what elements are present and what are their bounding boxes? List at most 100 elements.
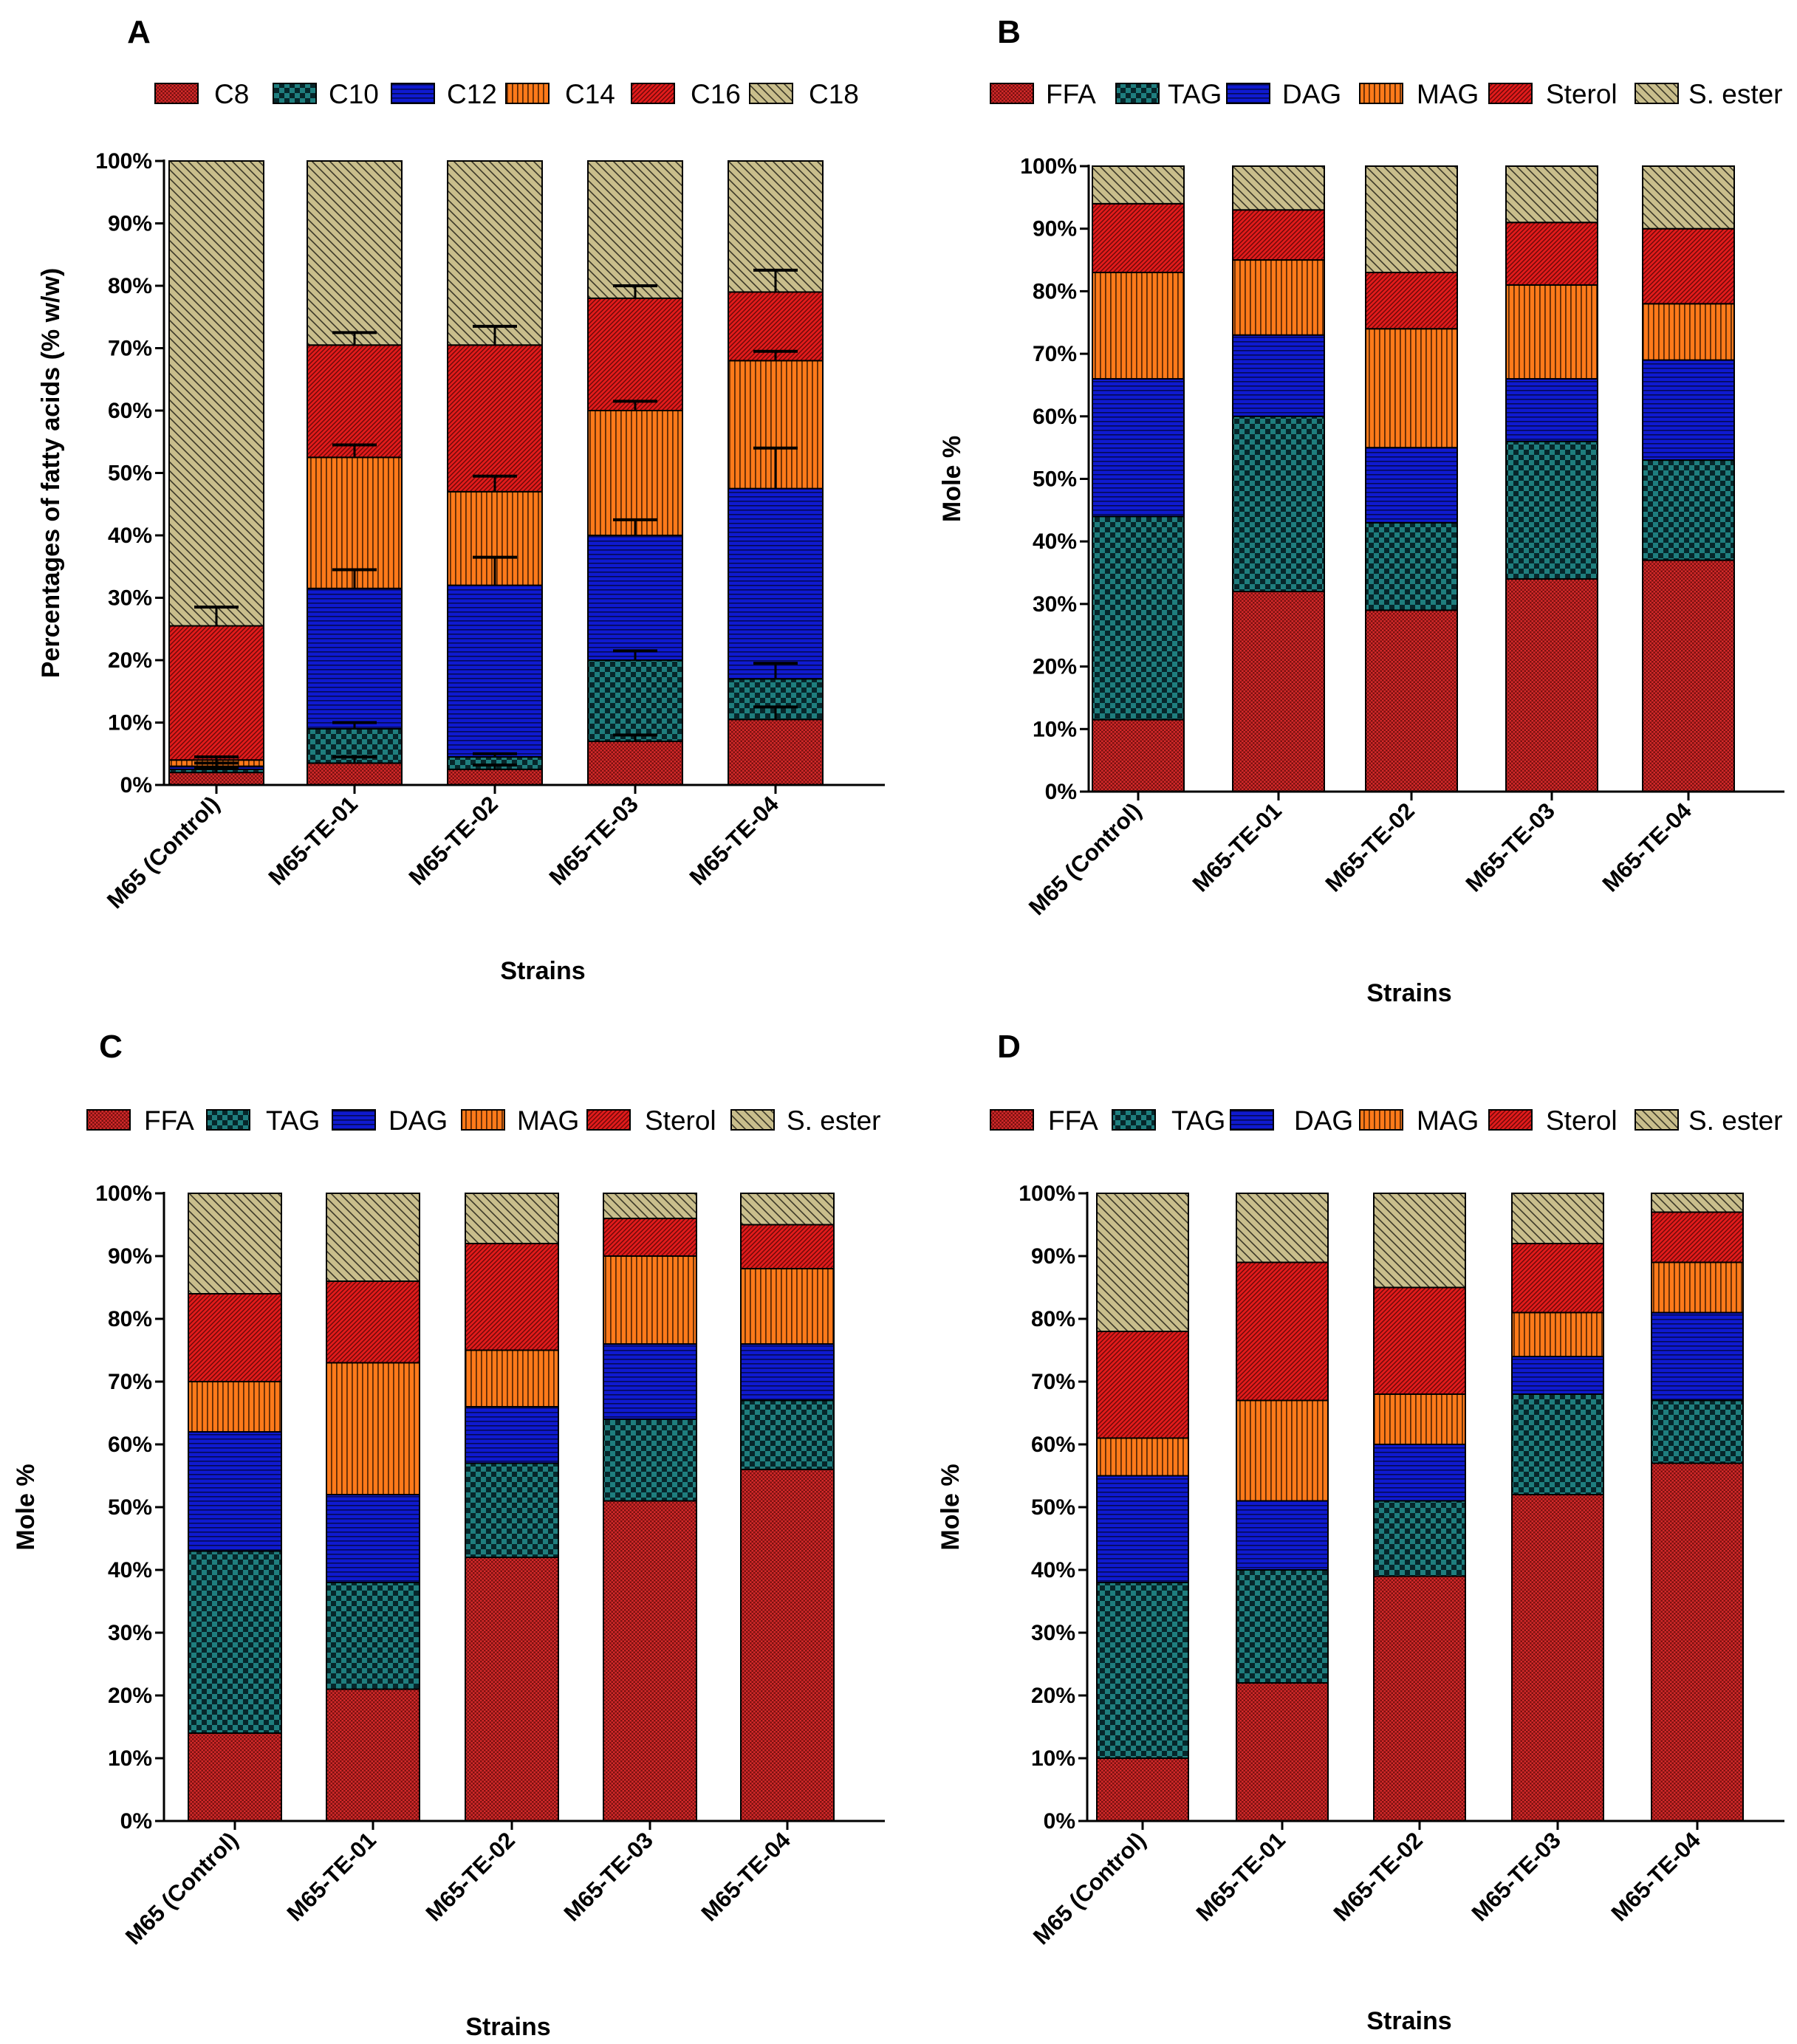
bar-segment-mag-m65-te-01	[1232, 259, 1325, 336]
bar-segment-s-ester-m65-control	[1096, 1193, 1189, 1332]
legend-label-ffa: FFA	[1046, 79, 1096, 109]
legend-label-sterol: Sterol	[1546, 79, 1618, 109]
legend-label-c18: C18	[809, 79, 859, 109]
bar-segment-s-ester-m65-te-01	[1236, 1193, 1329, 1263]
panel-letter-b: B	[997, 14, 1021, 50]
x-tick-label-m65-control: M65 (Control)	[1024, 798, 1146, 920]
y-tick-label: 10%	[1033, 717, 1077, 741]
chart-panel-d: D FFA TAG DAG MAG Sterol S. ester 0% 10% 20% 30% 40…	[898, 1022, 1796, 2044]
y-tick-label: 50%	[1031, 1495, 1075, 1520]
x-tick-label-m65-te-01: M65-TE-01	[1188, 798, 1287, 896]
y-tick-label: 100%	[1019, 1182, 1075, 1206]
legend-swatch-dag	[1226, 83, 1270, 104]
bar-segment-s-ester-m65-te-02	[465, 1193, 559, 1244]
legend-label-mag: MAG	[517, 1105, 579, 1136]
bar-segment-ffa-m65-te-01	[1236, 1682, 1329, 1822]
bar-segment-dag-m65-te-01	[1232, 334, 1325, 417]
y-tick-label: 20%	[108, 648, 152, 673]
x-tick-label-m65-te-04: M65-TE-04	[1606, 1827, 1706, 1927]
y-tick-label: 60%	[108, 1433, 152, 1457]
bar-segment-tag-m65-control	[188, 1550, 282, 1734]
bar-segment-mag-m65-control	[188, 1381, 282, 1433]
bar-segment-dag-m65-te-02	[1373, 1444, 1466, 1502]
y-tick-label: 100%	[95, 1182, 152, 1206]
x-axis-title: Strains	[1366, 2007, 1451, 2035]
x-tick-label-m65-te-01: M65-TE-01	[1191, 1827, 1290, 1926]
bar-segment-mag-m65-te-03	[1505, 284, 1598, 380]
bar-segment-c16-m65-control	[168, 625, 264, 761]
x-axis-title: Strains	[1366, 979, 1451, 1007]
legend-swatch-c10	[273, 83, 317, 104]
bar-segment-s-ester-m65-te-03	[1505, 165, 1598, 224]
bar-segment-s-ester-m65-te-01	[1232, 165, 1325, 211]
legend-label-ffa: FFA	[1048, 1105, 1098, 1136]
x-tick-label-m65-te-04: M65-TE-04	[696, 1827, 796, 1927]
y-axis-title: Mole %	[938, 436, 966, 522]
bar-segment-ffa-m65-control	[188, 1732, 282, 1822]
bar-segment-s-ester-m65-te-01	[326, 1193, 420, 1282]
bar-segment-dag-m65-control	[188, 1431, 282, 1552]
x-tick-label-m65-te-03: M65-TE-03	[544, 791, 643, 890]
bar-segment-ffa-m65-te-04	[1642, 559, 1735, 792]
legend-swatch-sterol	[1488, 83, 1533, 104]
bar-segment-s-ester-m65-control	[188, 1193, 282, 1294]
bar-segment-mag-m65-te-04	[740, 1268, 835, 1345]
y-tick-label: 20%	[1033, 655, 1077, 679]
bar-segment-s-ester-m65-te-02	[1373, 1193, 1466, 1289]
x-tick-label-m65-control: M65 (Control)	[120, 1827, 243, 1949]
legend-swatch-c8	[154, 83, 199, 104]
legend-label-mag: MAG	[1417, 1105, 1479, 1136]
bar-segment-s-ester-m65-te-03	[1511, 1193, 1604, 1244]
bar-segment-dag-m65-te-02	[465, 1406, 559, 1464]
legend-swatch-tag	[206, 1109, 250, 1131]
bar-segment-dag-m65-te-03	[1505, 377, 1598, 442]
bar-segment-s-ester-m65-te-03	[603, 1193, 697, 1219]
bar-segment-c10-m65-te-03	[587, 659, 683, 742]
x-tick-label-m65-te-03: M65-TE-03	[559, 1827, 658, 1926]
bar-segment-dag-m65-te-03	[1511, 1356, 1604, 1395]
legend-swatch-ffa	[86, 1109, 131, 1131]
chart-b-svg: B FFA TAG DAG MAG Sterol S. ester 0% 10% 20% 30% 40…	[938, 14, 1784, 1007]
bar-segment-ffa-m65-control	[1096, 1757, 1189, 1822]
y-axis-title: Mole %	[12, 1464, 40, 1550]
bar-segment-s-ester-m65-te-04	[740, 1193, 835, 1226]
y-tick-label: 50%	[108, 462, 152, 486]
bar-segment-mag-m65-te-03	[603, 1255, 697, 1345]
bar-segment-ffa-m65-te-01	[1232, 590, 1325, 793]
legend-label-tag: TAG	[266, 1105, 320, 1136]
panel-letter-c: C	[99, 1029, 123, 1065]
chart-panel-b: B FFA TAG DAG MAG Sterol S. ester 0% 10% 20% 30% 40…	[898, 0, 1796, 1022]
y-tick-label: 30%	[1031, 1621, 1075, 1645]
legend-label-c10: C10	[329, 79, 379, 109]
y-tick-label: 100%	[95, 149, 152, 174]
legend-swatch-mag	[461, 1109, 505, 1131]
bar-segment-sterol-m65-te-01	[1236, 1261, 1329, 1402]
bar-segment-tag-m65-te-04	[740, 1399, 835, 1470]
legend-swatch-dag	[1230, 1109, 1274, 1131]
legend-label-c8: C8	[214, 79, 249, 109]
bar-segment-ffa-m65-te-03	[603, 1500, 697, 1822]
bar-segment-ffa-m65-te-03	[1511, 1494, 1604, 1822]
legend-label-dag: DAG	[1294, 1105, 1353, 1136]
bar-segment-tag-m65-te-02	[1373, 1500, 1466, 1577]
legend-label-c12: C12	[447, 79, 497, 109]
y-tick-label: 50%	[1033, 467, 1077, 492]
y-tick-label: 80%	[108, 274, 152, 298]
x-tick-label-m65-te-03: M65-TE-03	[1467, 1827, 1566, 1926]
chart-panel-a: A C8 C10 C12 C14 C16 C18 0% 10% 20% 30% 40% 50% 60% 70…	[0, 0, 898, 1022]
bar-segment-sterol-m65-te-03	[1511, 1243, 1604, 1314]
bar-segment-sterol-m65-control	[188, 1293, 282, 1382]
bar-segment-c16-m65-te-01	[307, 344, 403, 459]
bar-segment-dag-m65-te-01	[1236, 1500, 1329, 1571]
legend-swatch-c12	[391, 83, 435, 104]
bar-segment-c18-m65-te-01	[307, 160, 403, 346]
legend-swatch-mag	[1359, 1109, 1403, 1131]
legend-swatch-c18	[749, 83, 793, 104]
chart-d-svg: D FFA TAG DAG MAG Sterol S. ester 0% 10% 20% 30% 40…	[937, 1029, 1784, 2035]
y-tick-label: 50%	[108, 1495, 152, 1520]
bar-segment-sterol-m65-te-02	[1365, 271, 1458, 330]
legend-swatch-sterol	[1488, 1109, 1533, 1131]
x-tick-label-m65-te-02: M65-TE-02	[421, 1827, 520, 1926]
bar-segment-c18-m65-te-02	[447, 160, 543, 346]
chart-a-svg: A C8 C10 C12 C14 C16 C18 0% 10% 20% 30% 40% 50% 60% 70…	[37, 14, 885, 985]
